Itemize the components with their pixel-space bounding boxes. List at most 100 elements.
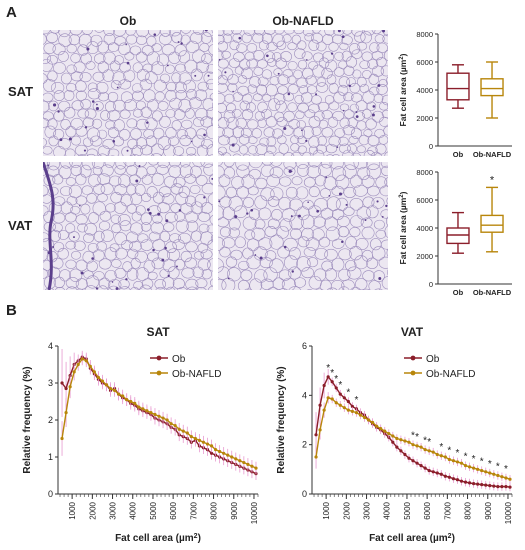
legend-marker	[410, 355, 416, 361]
x-tick-label: Ob	[453, 288, 464, 297]
x-tick-label: 4000	[383, 501, 392, 519]
data-point	[108, 386, 113, 391]
histology-sat-ob-nafld	[218, 30, 388, 156]
significance-star: *	[427, 437, 431, 448]
x-tick-label: 5000	[403, 501, 412, 519]
data-point	[250, 464, 254, 468]
column-header-ob: Ob	[119, 14, 137, 28]
x-tick-label: Ob-NAFLD	[473, 288, 512, 297]
data-point	[189, 435, 193, 439]
data-point	[500, 475, 504, 479]
significance-star: *	[480, 457, 484, 468]
data-point	[169, 422, 173, 426]
y-tick-label: 6000	[416, 58, 433, 67]
nuclei	[218, 30, 385, 148]
data-point	[205, 442, 210, 446]
tissue-edge	[43, 162, 55, 290]
y-tick-label: 8000	[416, 168, 433, 177]
data-point	[246, 462, 250, 466]
significance-star: *	[496, 462, 500, 473]
data-point	[354, 411, 359, 415]
data-point	[480, 468, 484, 473]
data-point	[419, 445, 423, 449]
data-point	[201, 440, 206, 444]
data-point	[484, 483, 488, 487]
data-point	[451, 477, 456, 481]
data-point	[366, 418, 371, 422]
data-point	[318, 403, 322, 407]
data-point	[318, 428, 322, 432]
data-point	[88, 364, 92, 368]
data-point	[76, 362, 80, 367]
data-point	[100, 379, 105, 383]
data-point	[117, 392, 121, 396]
line-chart-vat: VAT 0 2 4 6 1000 2000 3000 4000 5000 6000 7000 8000 9…	[276, 325, 513, 544]
data-point	[391, 434, 395, 438]
data-point	[403, 439, 407, 443]
y-tick-label: 4000	[416, 86, 433, 95]
data-point	[399, 449, 403, 453]
significance-star: *	[326, 363, 330, 374]
box-ob	[446, 64, 470, 109]
data-point	[193, 436, 197, 441]
data-point	[213, 448, 218, 452]
y-axis-label: Fat cell area (µm2)	[398, 53, 408, 126]
x-tick-label: 2000	[88, 501, 97, 519]
data-point	[254, 466, 258, 470]
significance-star: *	[488, 459, 492, 470]
y-axis-label: Relative frequency (%)	[276, 366, 287, 473]
data-point	[338, 392, 342, 396]
data-point	[64, 411, 68, 415]
data-point	[496, 485, 500, 489]
significance-star: *	[447, 445, 451, 456]
data-point	[177, 427, 181, 431]
data-point	[342, 396, 346, 400]
data-point	[488, 484, 492, 488]
data-point	[338, 403, 342, 407]
y-tick-label: 0	[429, 142, 433, 151]
data-point	[133, 401, 137, 405]
data-point	[242, 460, 246, 465]
y-tick-label: 1	[48, 452, 53, 462]
data-point	[463, 464, 468, 468]
data-point	[371, 420, 375, 425]
row-header-vat: VAT	[8, 218, 33, 233]
x-tick-label: 5000	[149, 501, 158, 519]
data-point	[230, 455, 234, 459]
data-point	[427, 449, 431, 453]
x-tick-label: 1000	[68, 501, 77, 519]
data-point	[476, 482, 480, 486]
data-point	[84, 359, 88, 363]
significance-star: *	[464, 452, 468, 463]
data-point	[435, 452, 439, 457]
data-point	[141, 407, 145, 411]
data-point	[447, 457, 451, 462]
x-tick-label: 7000	[443, 501, 452, 519]
data-point	[395, 445, 399, 449]
data-point	[104, 383, 109, 387]
y-tick-label: 0	[48, 489, 53, 499]
x-tick-label: Ob	[453, 150, 464, 159]
data-point	[185, 431, 189, 435]
data-point	[508, 477, 512, 481]
data-point	[488, 471, 492, 475]
data-point	[112, 388, 117, 392]
data-point	[383, 429, 387, 433]
histology-sat-ob	[43, 30, 213, 156]
histology-vat-ob-nafld	[218, 162, 388, 290]
significance-star: *	[338, 380, 342, 391]
significance-star: *	[346, 388, 350, 399]
data-point	[431, 470, 435, 474]
data-point	[451, 459, 456, 463]
x-tick-label: 8000	[464, 501, 473, 519]
column-header-ob-nafld: Ob-NAFLD	[272, 14, 334, 28]
data-point	[350, 404, 355, 409]
series-points-ob-nafld	[60, 357, 258, 470]
y-tick-label: 2000	[416, 114, 433, 123]
box-ob-nafld	[480, 61, 504, 119]
data-point	[407, 440, 411, 444]
data-point	[314, 433, 318, 437]
boxplot-sat: 0 2000 4000 6000 8000 Fat cell area (µm2) Ob Ob…	[398, 30, 512, 159]
data-point	[435, 471, 439, 475]
data-point	[350, 409, 355, 413]
